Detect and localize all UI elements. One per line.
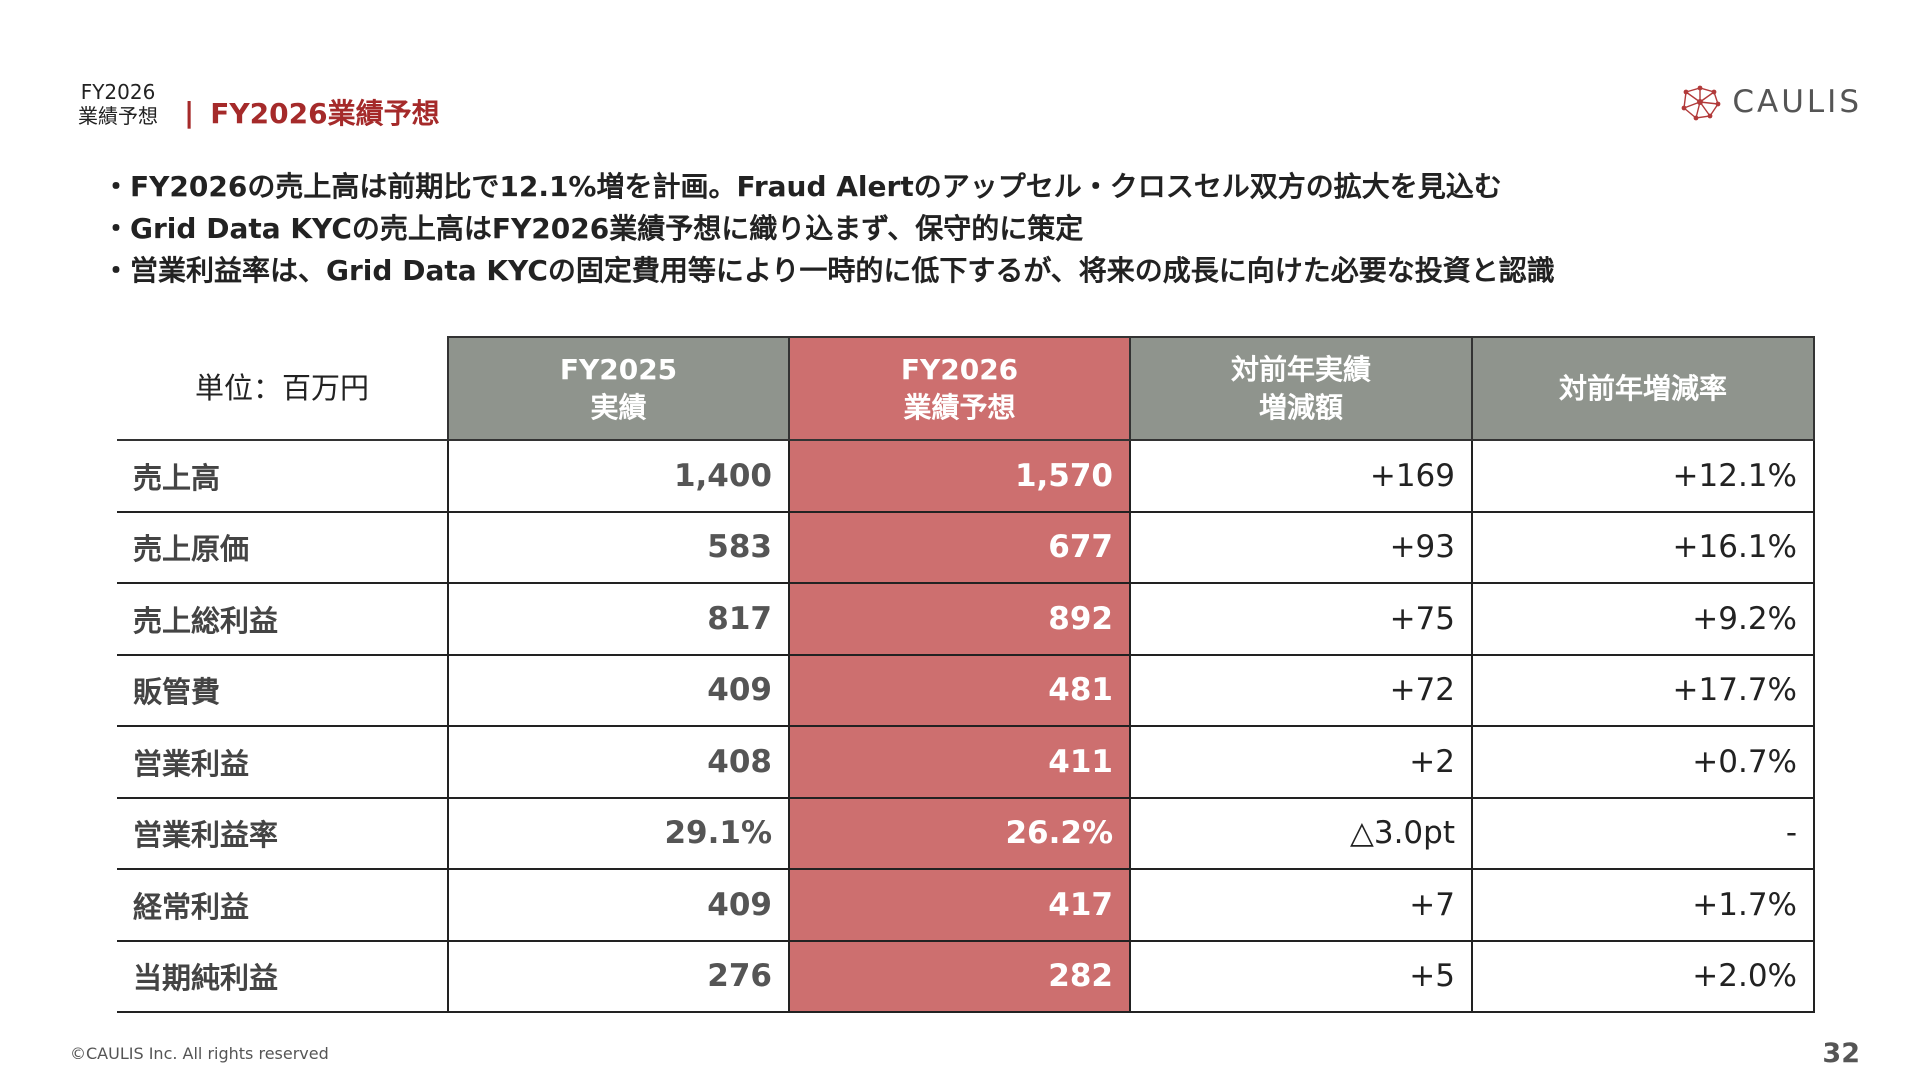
cell-fy2025: 409 [447,868,790,942]
cell-fy2025: 817 [447,582,790,656]
cell-change: +72 [1129,653,1473,727]
column-header-line: 増減額 [1258,390,1343,424]
cell-fy2025: 29.1% [447,796,790,870]
page-title-bar: | FY2026業績予想 [184,92,440,132]
cell-rate: +16.1% [1471,510,1815,584]
cell-change: +2 [1129,725,1473,799]
page-title: FY2026業績予想 [210,97,440,130]
table-row: 売上高 1,400 1,570 +169 +12.1% [117,439,1815,513]
cell-rate: +0.7% [1471,725,1815,799]
forecast-table: 単位：百万円 FY2025 実績 FY2026 業績予想 対前年実績 増減額 対… [117,336,1815,1013]
cell-rate: +2.0% [1471,939,1815,1013]
cell-fy2026: 26.2% [788,796,1131,870]
column-header-rate: 対前年増減率 [1471,336,1815,441]
row-label: 売上高 [117,439,449,513]
column-header-line: FY2026 [900,352,1019,386]
cell-fy2026: 417 [788,868,1131,942]
cell-fy2026: 892 [788,582,1131,656]
table-row: 営業利益 408 411 +2 +0.7% [117,725,1815,799]
bullet-item: Grid Data KYCの売上高はFY2026業績予想に織り込まず、保守的に策… [102,208,1555,250]
row-label: 当期純利益 [117,939,449,1013]
company-logo: CAULIS [1678,82,1862,122]
cell-rate: +9.2% [1471,582,1815,656]
table-body: 売上高 1,400 1,570 +169 +12.1% 売上原価 583 677 +93 +16.… [117,439,1815,1013]
cell-rate: +17.7% [1471,653,1815,727]
summary-bullets: FY2026の売上高は前期比で12.1%増を計画。Fraud Alertのアップ… [102,166,1555,292]
cell-fy2026: 282 [788,939,1131,1013]
table-header-row: 単位：百万円 FY2025 実績 FY2026 業績予想 対前年実績 増減額 対… [117,336,1815,441]
cell-fy2025: 1,400 [447,439,790,513]
cell-rate: - [1471,796,1815,870]
cell-fy2026: 411 [788,725,1131,799]
row-label: 売上原価 [117,510,449,584]
cell-change: +75 [1129,582,1473,656]
bullet-item: 営業利益率は、Grid Data KYCの固定費用等により一時的に低下するが、将… [102,250,1555,292]
title-separator: | [184,95,195,129]
column-header-fy2026: FY2026 業績予想 [788,336,1131,441]
network-logo-icon [1681,85,1721,121]
bullet-item: FY2026の売上高は前期比で12.1%増を計画。Fraud Alertのアップ… [102,166,1555,208]
cell-fy2026: 677 [788,510,1131,584]
table-row: 販管費 409 481 +72 +17.7% [117,653,1815,727]
section-tag-label: 業績予想 [78,104,158,128]
table-row: 売上原価 583 677 +93 +16.1% [117,510,1815,584]
section-tag: FY2026 業績予想 [68,80,168,128]
column-header-line: 対前年増減率 [1558,371,1727,405]
table-row: 当期純利益 276 282 +5 +2.0% [117,939,1815,1013]
column-header-line: FY2025 [559,352,678,386]
cell-fy2025: 409 [447,653,790,727]
cell-change: +93 [1129,510,1473,584]
copyright: ©CAULIS Inc. All rights reserved [70,1044,329,1063]
cell-fy2025: 583 [447,510,790,584]
logo-wordmark: CAULIS [1732,84,1862,120]
column-header-line: 業績予想 [903,390,1016,424]
cell-fy2026: 1,570 [788,439,1131,513]
cell-change: +169 [1129,439,1473,513]
column-header-line: 対前年実績 [1230,352,1371,386]
column-header-fy2025: FY2025 実績 [447,336,790,441]
row-label: 営業利益率 [117,796,449,870]
cell-change: △3.0pt [1129,796,1473,870]
table-row: 経常利益 409 417 +7 +1.7% [117,868,1815,942]
unit-label: 単位：百万円 [117,337,448,441]
column-header-change: 対前年実績 増減額 [1129,336,1473,441]
cell-rate: +1.7% [1471,868,1815,942]
column-header-line: 実績 [590,390,647,424]
cell-fy2026: 481 [788,653,1131,727]
page-number: 32 [1822,1038,1860,1069]
row-label: 販管費 [117,653,449,727]
row-label: 営業利益 [117,725,449,799]
row-label: 売上総利益 [117,582,449,656]
row-label: 経常利益 [117,868,449,942]
cell-rate: +12.1% [1471,439,1815,513]
cell-change: +7 [1129,868,1473,942]
section-tag-year: FY2026 [80,80,156,104]
cell-fy2025: 276 [447,939,790,1013]
table-row: 営業利益率 29.1% 26.2% △3.0pt - [117,796,1815,870]
table-row: 売上総利益 817 892 +75 +9.2% [117,582,1815,656]
cell-change: +5 [1129,939,1473,1013]
cell-fy2025: 408 [447,725,790,799]
